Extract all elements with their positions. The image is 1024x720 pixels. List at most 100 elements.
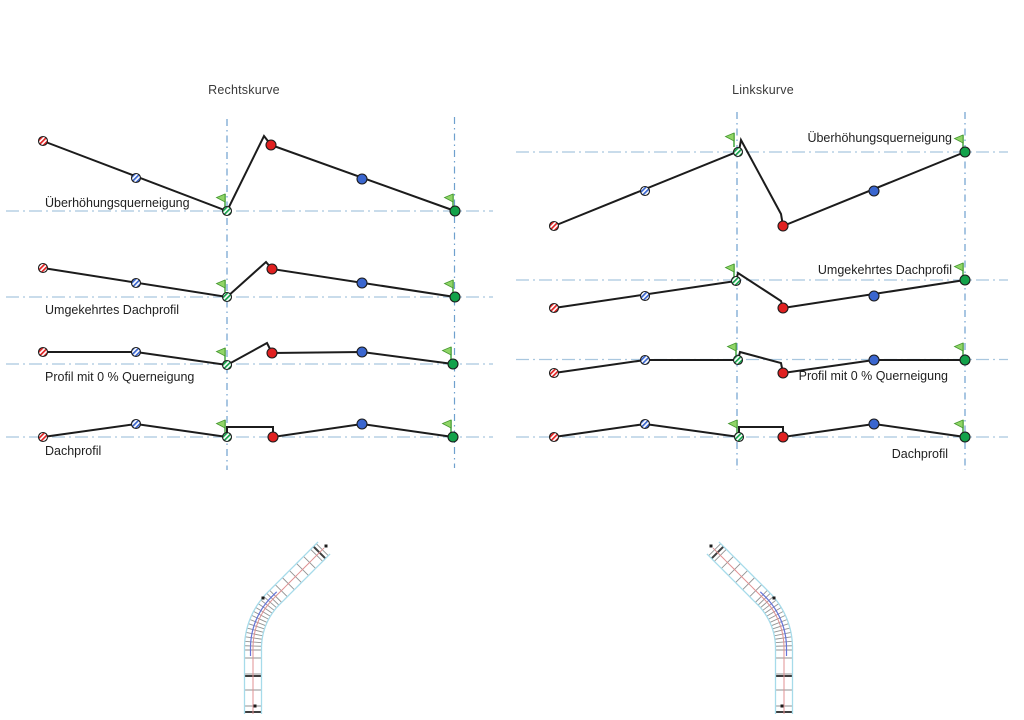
flag-icon xyxy=(441,346,452,361)
flag-icon xyxy=(215,347,226,362)
plan-centerline xyxy=(712,547,785,714)
flag-icon xyxy=(443,193,454,208)
plan-edge-line xyxy=(260,553,331,714)
marker-green-hatched-circle xyxy=(730,275,742,287)
marker-blue-circle xyxy=(356,346,368,358)
profile-line xyxy=(553,422,966,439)
flag-icon xyxy=(953,342,964,357)
flag-icon xyxy=(724,263,735,278)
profile xyxy=(548,262,971,314)
station-marker xyxy=(780,704,784,708)
marker-green-hatched-circle xyxy=(221,359,233,371)
marker-green-circle xyxy=(959,274,971,286)
marker-red-hatched-circle xyxy=(37,431,49,443)
marker-red-hatched-circle xyxy=(548,367,560,379)
flag-icon xyxy=(441,419,452,434)
title-linkskurve: Linkskurve xyxy=(732,83,794,97)
marker-blue-hatched-circle xyxy=(130,172,142,184)
marker-red-circle xyxy=(267,431,279,443)
profile xyxy=(548,418,971,443)
label-ueberhoehungsquerneigung-right: Überhöhungsquerneigung xyxy=(807,131,952,145)
marker-green-hatched-circle xyxy=(221,205,233,217)
flag-icon xyxy=(953,419,964,434)
profile-line xyxy=(553,271,966,310)
flag-icon xyxy=(727,419,738,434)
profile xyxy=(37,260,461,303)
label-umgekehrtes-dachprofil-right: Umgekehrtes Dachprofil xyxy=(817,263,952,277)
title-rechtskurve: Rechtskurve xyxy=(208,83,280,97)
marker-red-hatched-circle xyxy=(37,262,49,274)
plan-centerline xyxy=(252,547,325,714)
marker-green-hatched-circle xyxy=(221,291,233,303)
marker-blue-circle xyxy=(868,418,880,430)
marker-red-circle xyxy=(266,263,278,275)
flag-icon xyxy=(724,132,735,147)
plan-view-right xyxy=(706,541,794,714)
marker-green-hatched-circle xyxy=(733,431,745,443)
marker-blue-hatched-circle xyxy=(130,418,142,430)
plan-offset-line xyxy=(759,591,788,656)
marker-blue-hatched-circle xyxy=(639,354,651,366)
marker-green-circle xyxy=(449,205,461,217)
plan-view-left xyxy=(243,541,331,714)
station-marker xyxy=(772,596,776,600)
marker-red-circle xyxy=(266,347,278,359)
marker-green-circle xyxy=(959,431,971,443)
flag-icon xyxy=(953,134,964,149)
marker-green-hatched-circle xyxy=(732,146,744,158)
marker-red-circle xyxy=(265,139,277,151)
marker-green-circle xyxy=(447,431,459,443)
marker-blue-hatched-circle xyxy=(639,185,651,197)
marker-blue-hatched-circle xyxy=(639,418,651,430)
marker-blue-circle xyxy=(356,277,368,289)
flag-icon xyxy=(215,193,226,208)
marker-red-hatched-circle xyxy=(548,302,560,314)
station-marker xyxy=(253,704,257,708)
marker-green-circle xyxy=(449,291,461,303)
plan-edge-line xyxy=(718,541,794,714)
marker-blue-circle xyxy=(356,173,368,185)
marker-blue-circle xyxy=(868,354,880,366)
profile xyxy=(37,341,459,371)
panel-left xyxy=(6,117,493,470)
marker-green-hatched-circle xyxy=(221,431,233,443)
plan-edge-line xyxy=(706,553,777,714)
label-profil-0-querneigung-right: Profil mit 0 % Querneigung xyxy=(798,369,948,383)
label-umgekehrtes-dachprofil-left: Umgekehrtes Dachprofil xyxy=(45,303,180,317)
panel-right xyxy=(516,112,1008,470)
marker-red-hatched-circle xyxy=(37,135,49,147)
marker-blue-hatched-circle xyxy=(130,277,142,289)
label-dachprofil-right: Dachprofil xyxy=(891,447,948,461)
profile xyxy=(37,134,461,217)
marker-red-hatched-circle xyxy=(548,431,560,443)
marker-red-circle xyxy=(777,302,789,314)
flag-icon xyxy=(215,279,226,294)
marker-red-circle xyxy=(777,431,789,443)
marker-blue-hatched-circle xyxy=(130,346,142,358)
marker-green-hatched-circle xyxy=(732,354,744,366)
profile-line xyxy=(42,260,456,299)
label-profil-0-querneigung-left: Profil mit 0 % Querneigung xyxy=(45,370,195,384)
marker-blue-hatched-circle xyxy=(639,290,651,302)
label-dachprofil-left: Dachprofil xyxy=(45,444,102,458)
profile-line xyxy=(553,350,965,375)
plan-edge-line xyxy=(243,541,319,714)
flag-icon xyxy=(443,279,454,294)
marker-red-hatched-circle xyxy=(37,346,49,358)
plan-offset-line xyxy=(249,591,278,656)
profile xyxy=(548,132,971,232)
profile xyxy=(37,418,459,443)
marker-blue-circle xyxy=(356,418,368,430)
profile-line xyxy=(42,134,456,213)
station-marker xyxy=(709,544,713,548)
marker-red-circle xyxy=(777,220,789,232)
marker-green-circle xyxy=(959,354,971,366)
flag-icon xyxy=(953,262,964,277)
station-marker xyxy=(324,544,328,548)
profile-line xyxy=(42,422,454,439)
label-ueberhoehungsquerneigung-left: Überhöhungsquerneigung xyxy=(45,196,190,210)
profile-line xyxy=(553,137,966,228)
profile-line xyxy=(43,341,454,367)
